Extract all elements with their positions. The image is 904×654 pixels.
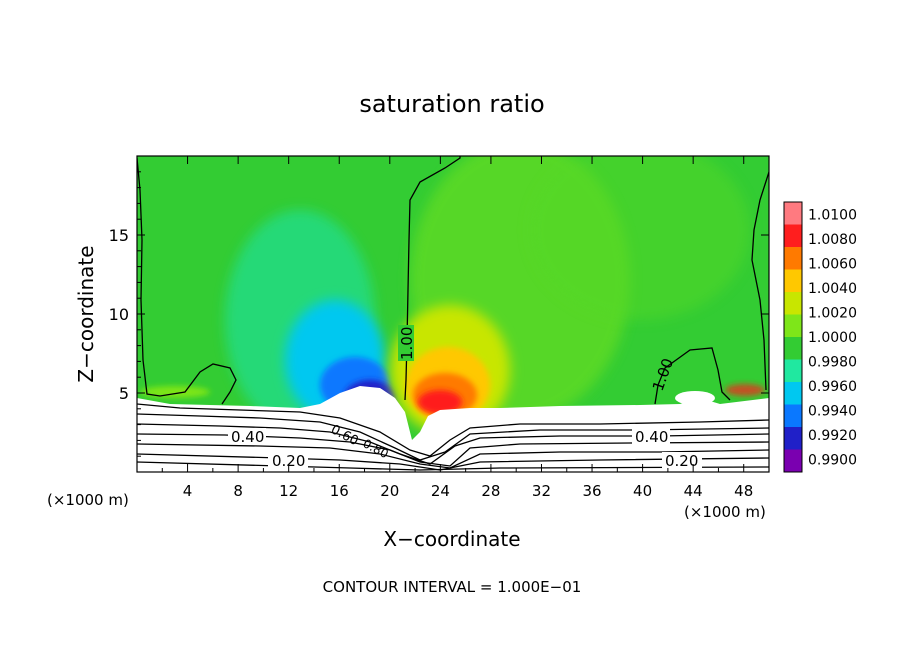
- x-tick-label: 16: [330, 482, 349, 500]
- colorbar-swatch: [784, 382, 802, 405]
- y-axis-ticks: 5 10 15: [109, 171, 769, 457]
- contour-label-0-20-b: 0.20: [665, 452, 698, 470]
- colorbar-label: 0.9920: [808, 428, 857, 444]
- contour-1-00-rightedge: [751, 171, 769, 391]
- contour-1-00-right: [654, 347, 731, 405]
- x-tick-label: 24: [431, 482, 450, 500]
- colorbar-label: 0.9900: [808, 453, 857, 469]
- contour-labels: 1.00 1.00 0.40 0.40 0.20 0.20 0.60 0.80: [228, 325, 702, 470]
- colorbar-swatch: [784, 314, 802, 337]
- colorbar: 0.9900 0.9920 0.9940 0.9960 0.9980 1.0000 1.00…: [783, 201, 857, 473]
- x-tick-label: 44: [684, 482, 703, 500]
- colorbar-label: 1.0000: [808, 330, 857, 346]
- patch-left: [140, 386, 210, 398]
- colorbar-label: 0.9960: [808, 379, 857, 395]
- y-tick-label: 5: [119, 384, 129, 403]
- colorbar-swatch: [784, 337, 802, 360]
- colorbar-label: 1.0020: [808, 305, 857, 321]
- colorbar-label: 1.0100: [808, 207, 857, 223]
- colorbar-swatch: [784, 269, 802, 292]
- colorbar-swatch: [784, 427, 802, 450]
- white-lower-layer: [137, 386, 769, 472]
- colorbar-swatch: [784, 224, 802, 247]
- contour-interval-note: CONTOUR INTERVAL = 1.000E−01: [323, 578, 582, 596]
- x-tick-label: 36: [582, 482, 601, 500]
- contour-lines: [137, 156, 769, 471]
- field-tint-right2: [530, 156, 750, 320]
- patch-right: [725, 384, 765, 396]
- contour-layer-1: [137, 403, 769, 457]
- contour-layer-7: [137, 461, 769, 471]
- contour-layer-5: [137, 443, 769, 469]
- contour-1-00-left: [137, 157, 237, 405]
- x-tick-label: 12: [279, 482, 298, 500]
- y-axis-label: Z−coordinate: [74, 245, 98, 382]
- contour-label-bg-2: [228, 428, 266, 444]
- x-tick-label: 40: [633, 482, 652, 500]
- contour-layer-2: [137, 413, 769, 461]
- contour-layer-4: [137, 433, 769, 467]
- y-tick-label: 10: [109, 305, 129, 324]
- contour-label-0-40-b: 0.40: [635, 428, 668, 446]
- x-unit-right: (×1000 m): [684, 503, 766, 521]
- colorbar-swatch: [784, 247, 802, 270]
- x-axis-ticks: 4 8 12 16 20 24 28 32 36 40 44 48: [161, 156, 753, 500]
- contour-label-bg-4: [268, 452, 308, 468]
- contour-label-bg-3: [632, 428, 670, 444]
- colorbar-label: 0.9940: [808, 404, 857, 420]
- colorbar-label: 0.9980: [808, 355, 857, 371]
- contour-layer-3: [137, 423, 769, 465]
- plot-area: 1.00 1.00 0.40 0.40 0.20 0.20 0.60 0.80: [137, 156, 769, 472]
- x-tick-label: 4: [183, 482, 193, 500]
- colorbar-swatch: [784, 292, 802, 315]
- contour-label-0-20-a: 0.20: [272, 452, 305, 470]
- x-axis-label: X−coordinate: [383, 527, 520, 551]
- chart-title: saturation ratio: [359, 90, 544, 118]
- colorbar-swatch: [784, 359, 802, 382]
- colorbar-label: 1.0040: [808, 281, 857, 297]
- colorbar-swatch: [784, 404, 802, 427]
- contour-label-bg-1: [398, 325, 414, 361]
- x-tick-label: 20: [380, 482, 399, 500]
- colorbar-label: 1.0060: [808, 256, 857, 272]
- colorbar-swatch: [784, 449, 802, 472]
- x-tick-label: 32: [532, 482, 551, 500]
- contour-label-0-40-a: 0.40: [231, 428, 264, 446]
- x-tick-label: 48: [734, 482, 753, 500]
- x-tick-label: 8: [233, 482, 243, 500]
- x-tick-label: 28: [481, 482, 500, 500]
- colorbar-label: 1.0080: [808, 232, 857, 248]
- white-pocket: [675, 391, 715, 405]
- contour-label-1-00-a: 1.00: [398, 327, 416, 360]
- colorbar-frame: [783, 201, 803, 473]
- y-tick-label: 15: [109, 226, 129, 245]
- x-unit-left: (×1000 m): [47, 491, 129, 509]
- warm-plume-core: [418, 390, 462, 414]
- colorbar-swatch: [784, 202, 802, 225]
- contour-label-bg-5: [662, 452, 702, 468]
